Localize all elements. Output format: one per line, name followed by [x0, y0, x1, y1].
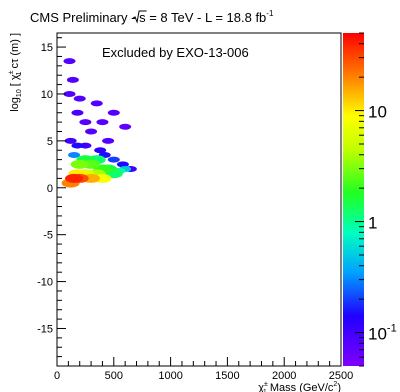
heatmap-cell — [90, 100, 103, 107]
title-separator: - — [193, 10, 205, 25]
colorbar-label: 1 — [368, 214, 377, 233]
heatmap-cell — [70, 159, 89, 169]
x-tick-label: 1000 — [158, 370, 182, 382]
heatmap-cell — [79, 119, 92, 126]
heatmap-cell — [107, 156, 120, 163]
x-label-end: ) — [337, 382, 341, 392]
y-label-chi: [ χ — [9, 74, 21, 89]
y-label-log: log — [9, 97, 21, 112]
x-label-mass: Mass (GeV/c — [267, 382, 334, 392]
chart-title: CMS Preliminary - s = 8 TeV - L = 18.8 f… — [30, 9, 274, 25]
y-axis: -15 -10 -5 0 5 10 15 — [37, 37, 66, 367]
luminosity-exponent: -1 — [266, 9, 274, 18]
colorbar-label: 10 — [368, 103, 387, 122]
sqrt-s-label: s = 8 TeV — [139, 10, 194, 25]
heatmap-cell — [96, 119, 109, 126]
x-tick-label: 0 — [54, 370, 60, 382]
heatmap-cell — [65, 173, 84, 183]
y-tick-label: -5 — [43, 230, 53, 242]
heatmap-cell — [63, 90, 76, 97]
heatmap-cell — [94, 147, 107, 154]
luminosity-label: L = 18.8 fb — [205, 10, 266, 25]
x-tick-label: 2000 — [272, 370, 296, 382]
heatmap-cell — [71, 142, 84, 149]
y-axis-label: log10 [ χ±1 cτ (m) ] — [8, 33, 23, 112]
colorbar — [343, 33, 364, 366]
heatmap-cell — [68, 151, 81, 158]
plot-frame — [56, 32, 342, 367]
heatmap-cell — [119, 123, 132, 130]
y-label-sup: ± — [8, 70, 15, 74]
heatmap-cell — [71, 109, 84, 116]
y-label-sub: 1 — [16, 71, 23, 75]
colorbar-label: 10-1 — [368, 323, 397, 344]
colorbar-axis: 10 1 10-1 — [355, 32, 397, 367]
x-tick-label: 1500 — [215, 370, 239, 382]
x-axis: 0 500 1000 1500 2000 2500 — [54, 357, 353, 382]
x-label-sq: 2 — [333, 381, 337, 388]
y-tick-label: 5 — [47, 136, 53, 148]
x-tick-label: 2500 — [329, 370, 353, 382]
heatmap-cell — [73, 95, 86, 102]
title-prefix: CMS Preliminary - — [30, 10, 139, 25]
y-label-base: 10 — [16, 89, 23, 97]
x-tick-label: 500 — [105, 370, 123, 382]
y-tick-label: -10 — [37, 277, 53, 289]
heatmap-cell — [102, 137, 115, 144]
heatmap-cell — [63, 58, 76, 65]
x-label-chi: χ — [258, 382, 264, 392]
y-tick-label: 10 — [41, 89, 53, 101]
y-tick-label: -15 — [37, 323, 53, 335]
heatmap-cells — [61, 58, 137, 188]
exclusion-annotation: Excluded by EXO-13-006 — [102, 45, 249, 60]
y-tick-label: 15 — [41, 42, 53, 54]
heatmap-cell — [116, 161, 129, 168]
x-axis-label: χ±1 Mass (GeV/c2) — [258, 381, 341, 392]
sqrt-symbol — [132, 10, 147, 24]
heatmap-cell — [64, 137, 77, 144]
x-label-sub: 1 — [263, 389, 267, 392]
heatmap-cell — [66, 76, 79, 83]
y-tick-label: 0 — [47, 183, 53, 195]
x-label-sup: ± — [264, 381, 268, 388]
heatmap-cell — [107, 109, 120, 116]
heatmap-cell — [85, 128, 98, 135]
y-label-ctau: cτ (m) ] — [9, 33, 21, 72]
